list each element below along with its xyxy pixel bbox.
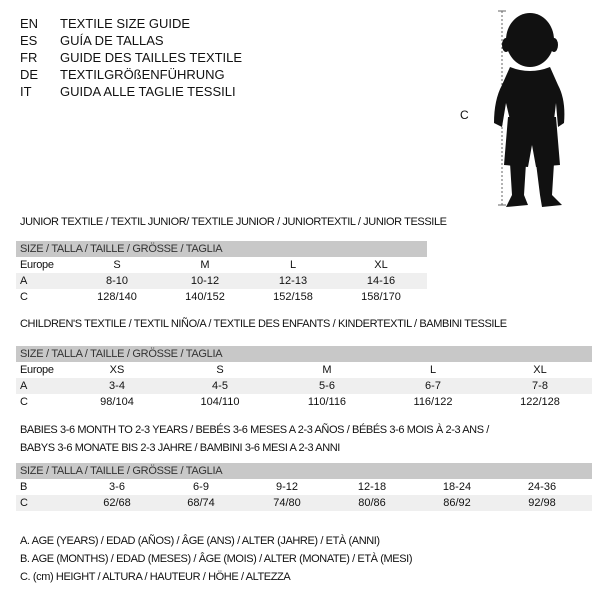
table-cell: 158/170 xyxy=(361,291,401,303)
table-cell: 10-12 xyxy=(190,275,220,287)
size-header-label: SIZE / TALLA / TAILLE / GRÖSSE / TAGLIA xyxy=(20,348,223,360)
table-cell: 3-6 xyxy=(109,481,125,493)
table-cell: 8-10 xyxy=(105,275,129,287)
row-label: C xyxy=(20,291,28,303)
lang-title-es: GUÍA DE TALLAS xyxy=(60,33,164,48)
babies-heading-line1: BABIES 3-6 MONTH TO 2-3 YEARS / BEBÉS 3-… xyxy=(20,424,489,436)
lang-code-en: EN xyxy=(20,16,39,31)
row-label: C xyxy=(20,396,28,408)
table-cell: 152/158 xyxy=(273,291,313,303)
table-row: C 62/68 68/74 74/80 80/86 86/92 92/98 xyxy=(16,495,592,511)
table-row: Europe S M L XL xyxy=(16,257,427,273)
table-cell: 86/92 xyxy=(443,497,471,509)
table-row: Europe XS S M L XL xyxy=(16,362,592,378)
lang-code-it: IT xyxy=(20,84,32,99)
table-cell: 18-24 xyxy=(442,481,472,493)
table-cell: 9-12 xyxy=(275,481,299,493)
table-cell: 12-13 xyxy=(278,275,308,287)
children-size-table: SIZE / TALLA / TAILLE / GRÖSSE / TAGLIA … xyxy=(16,346,592,410)
table-cell: XL xyxy=(374,259,388,271)
table-cell: L xyxy=(429,364,437,376)
table-cell: XL xyxy=(533,364,547,376)
table-row: A 8-10 10-12 12-13 14-16 xyxy=(16,273,427,289)
child-silhouette-icon xyxy=(494,10,565,207)
table-cell: S xyxy=(113,259,121,271)
row-label: A xyxy=(20,380,28,392)
table-cell: 7-8 xyxy=(532,380,548,392)
legend-c: C. (cm) HEIGHT / ALTURA / HAUTEUR / HÖHE… xyxy=(20,571,291,583)
babies-heading-line2: BABYS 3-6 MONATE BIS 2-3 JAHRE / BAMBINI… xyxy=(20,442,340,454)
legend-a: A. AGE (YEARS) / EDAD (AÑOS) / ÂGE (ANS)… xyxy=(20,535,380,547)
size-header-label: SIZE / TALLA / TAILLE / GRÖSSE / TAGLIA xyxy=(20,243,223,255)
table-cell: 14-16 xyxy=(366,275,396,287)
babies-size-table: SIZE / TALLA / TAILLE / GRÖSSE / TAGLIA … xyxy=(16,463,592,511)
table-row: B 3-6 6-9 9-12 12-18 18-24 24-36 xyxy=(16,479,592,495)
table-cell: 122/128 xyxy=(520,396,560,408)
table-cell: 110/116 xyxy=(307,396,347,408)
lang-title-en: TEXTILE SIZE GUIDE xyxy=(60,16,191,31)
table-cell: 80/86 xyxy=(358,497,386,509)
table-cell: 12-18 xyxy=(357,481,387,493)
table-header: SIZE / TALLA / TAILLE / GRÖSSE / TAGLIA xyxy=(16,241,427,257)
table-header: SIZE / TALLA / TAILLE / GRÖSSE / TAGLIA xyxy=(16,463,592,479)
table-cell: 62/68 xyxy=(103,497,131,509)
table-cell: 74/80 xyxy=(273,497,301,509)
table-cell: 6-9 xyxy=(193,481,209,493)
children-heading: CHILDREN'S TEXTILE / TEXTIL NIÑO/A / TEX… xyxy=(20,318,507,330)
size-header-label: SIZE / TALLA / TAILLE / GRÖSSE / TAGLIA xyxy=(20,465,223,477)
table-cell: 3-4 xyxy=(109,380,125,392)
row-label: A xyxy=(20,275,28,287)
lang-title-it: GUIDA ALLE TAGLIE TESSILI xyxy=(60,84,236,99)
junior-size-table: SIZE / TALLA / TAILLE / GRÖSSE / TAGLIA … xyxy=(16,241,427,305)
table-cell: M xyxy=(322,364,332,376)
legend-b: B. AGE (MONTHS) / EDAD (MESES) / ÂGE (MO… xyxy=(20,553,413,565)
row-label: Europe xyxy=(20,364,54,376)
table-cell: 6-7 xyxy=(425,380,441,392)
lang-code-fr: FR xyxy=(20,50,38,65)
table-cell: S xyxy=(216,364,224,376)
table-cell: 104/110 xyxy=(200,396,240,408)
row-label: C xyxy=(20,497,28,509)
table-cell: 128/140 xyxy=(97,291,137,303)
table-cell: 68/74 xyxy=(187,497,215,509)
row-label: B xyxy=(20,481,28,493)
table-cell: 4-5 xyxy=(212,380,228,392)
table-cell: 92/98 xyxy=(528,497,556,509)
height-measure-label: C xyxy=(460,108,469,122)
lang-title-fr: GUIDE DES TAILLES TEXTILE xyxy=(60,50,243,65)
table-cell: 140/152 xyxy=(185,291,225,303)
row-label: Europe xyxy=(20,259,54,271)
table-cell: 24-36 xyxy=(527,481,557,493)
table-row: C 98/104 104/110 110/116 116/122 122/128 xyxy=(16,394,592,410)
junior-heading: JUNIOR TEXTILE / TEXTIL JUNIOR/ TEXTILE … xyxy=(20,216,447,228)
table-cell: M xyxy=(200,259,210,271)
table-cell: XS xyxy=(109,364,125,376)
table-cell: L xyxy=(289,259,297,271)
lang-code-de: DE xyxy=(20,67,39,82)
table-row: C 128/140 140/152 152/158 158/170 xyxy=(16,289,427,305)
lang-code-es: ES xyxy=(20,33,38,48)
table-row: A 3-4 4-5 5-6 6-7 7-8 xyxy=(16,378,592,394)
table-cell: 5-6 xyxy=(319,380,335,392)
table-header: SIZE / TALLA / TAILLE / GRÖSSE / TAGLIA xyxy=(16,346,592,362)
table-cell: 116/122 xyxy=(413,396,453,408)
lang-title-de: TEXTILGRÖßENFÜHRUNG xyxy=(60,67,225,82)
table-cell: 98/104 xyxy=(100,396,134,408)
